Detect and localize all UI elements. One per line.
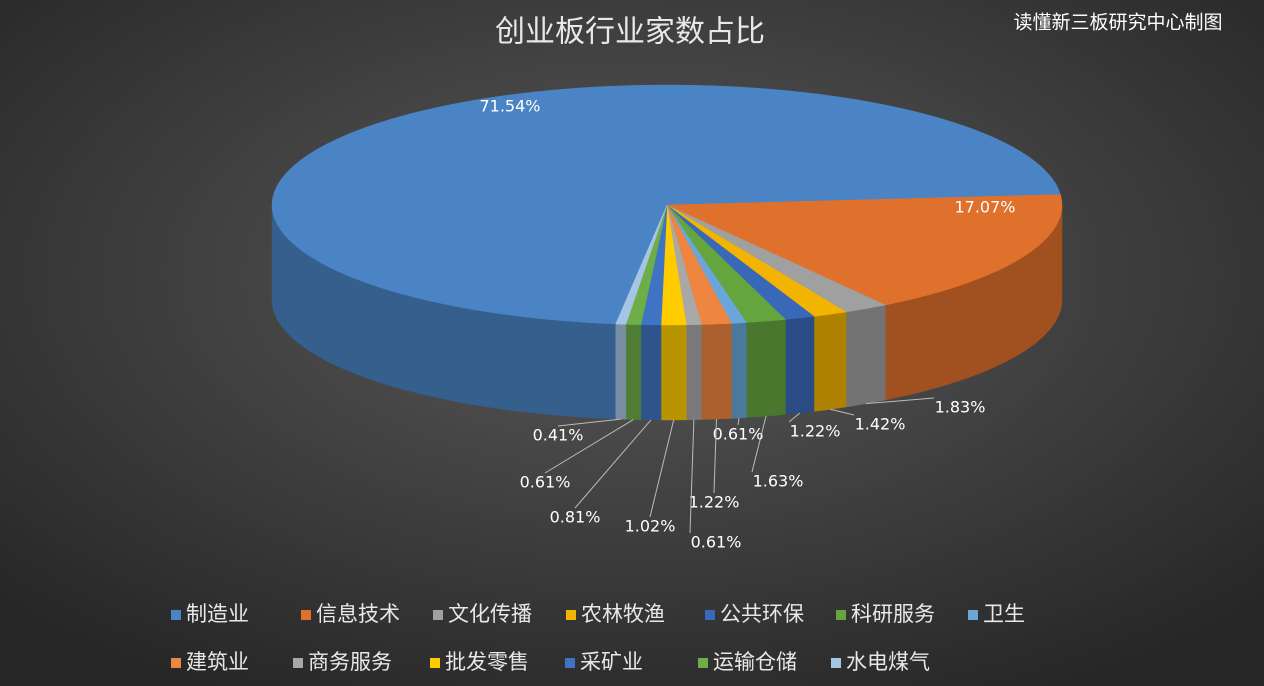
slice	[666, 194, 1063, 306]
data-label: 0.61%	[691, 533, 742, 552]
leader-line	[557, 418, 621, 427]
slice-side	[813, 311, 847, 412]
slice-side	[660, 324, 687, 421]
legend-label: 商务服务	[308, 650, 392, 674]
slice-side	[701, 323, 732, 420]
chart-title: 创业板行业家数占比	[495, 15, 765, 50]
legend-swatch	[836, 610, 846, 620]
leader-line	[865, 397, 935, 405]
leader-line	[737, 417, 740, 426]
legend-swatch	[293, 658, 303, 668]
data-label: 0.41%	[533, 426, 584, 445]
slice-side	[686, 324, 702, 421]
slice-side	[615, 323, 627, 420]
data-label: 0.61%	[713, 425, 764, 444]
legend-label: 文化传播	[448, 602, 532, 626]
legend-label: 建筑业	[186, 650, 249, 674]
leader-line	[751, 416, 767, 473]
legend-swatch	[433, 610, 443, 620]
data-label: 71.54%	[479, 97, 540, 116]
leader-line	[689, 419, 695, 534]
leader-line	[788, 412, 801, 423]
leader-line	[574, 419, 652, 509]
legend-label: 采矿业	[580, 650, 643, 674]
data-label: 17.07%	[954, 198, 1015, 217]
slice	[615, 204, 668, 325]
legend-label: 公共环保	[720, 602, 804, 626]
legend-label: 农林牧渔	[581, 602, 665, 626]
data-label: 1.22%	[689, 493, 740, 512]
data-label: 1.22%	[790, 422, 841, 441]
legend-swatch	[565, 658, 575, 668]
slice-side	[625, 324, 642, 420]
legend-label: 水电煤气	[846, 650, 930, 674]
data-label: 0.81%	[550, 508, 601, 527]
data-label: 1.42%	[855, 415, 906, 434]
watermark: 读懂新三板研究中心制图	[1013, 12, 1222, 34]
legend-swatch	[698, 658, 708, 668]
legend-swatch	[705, 610, 715, 620]
legend-swatch	[171, 610, 181, 620]
data-label: 1.02%	[625, 517, 676, 536]
slice-side	[746, 319, 786, 418]
legend-label: 科研服务	[851, 602, 935, 626]
legend-swatch	[831, 658, 841, 668]
leader-line	[713, 419, 717, 494]
legend-label: 卫生	[983, 602, 1025, 626]
legend-label: 运输仓储	[713, 650, 797, 674]
legend-swatch	[968, 610, 978, 620]
legend-swatch	[566, 610, 576, 620]
data-label: 0.61%	[520, 473, 571, 492]
slice-side	[640, 324, 662, 421]
data-label: 1.63%	[753, 472, 804, 491]
slice-side	[785, 316, 815, 415]
legend-label: 批发零售	[445, 650, 529, 674]
legend-swatch	[430, 658, 440, 668]
leader-line	[830, 408, 855, 416]
slice-side	[731, 322, 747, 419]
data-label: 1.83%	[935, 398, 986, 417]
leader-line	[649, 419, 675, 518]
legend-label: 制造业	[186, 602, 249, 626]
slice-side	[845, 304, 886, 408]
slice	[271, 84, 1061, 325]
legend-swatch	[301, 610, 311, 620]
legend-label: 信息技术	[316, 602, 400, 626]
leader-line	[544, 419, 634, 474]
legend-swatch	[171, 658, 181, 668]
